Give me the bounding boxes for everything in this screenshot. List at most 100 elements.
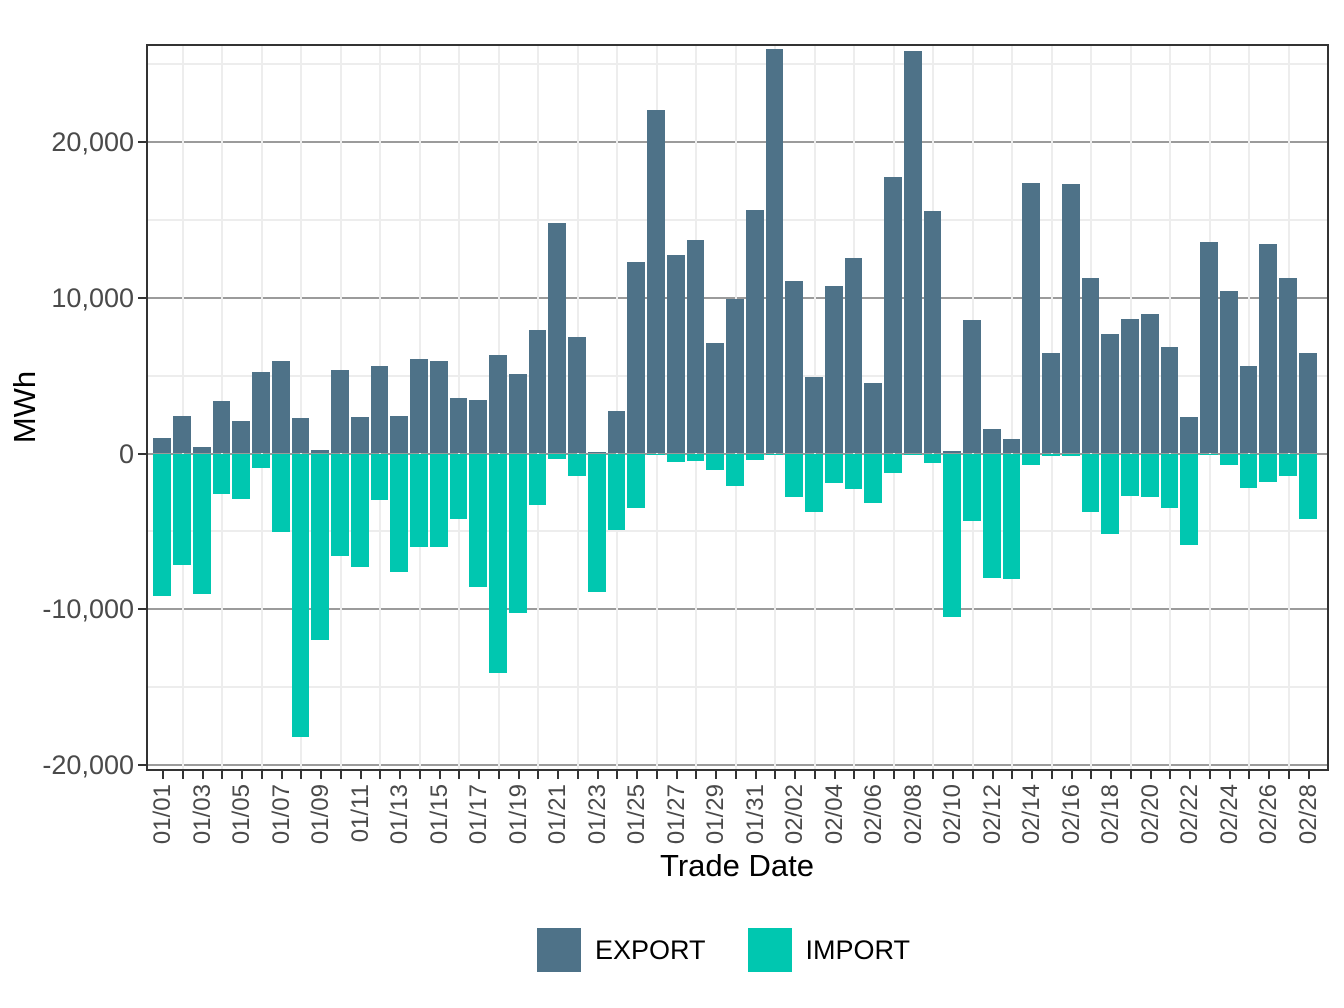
export-bar: [192, 447, 211, 454]
import-bar: [469, 453, 488, 588]
x-tick-label: 01/27: [662, 784, 690, 845]
export-bar: [1279, 278, 1297, 454]
import-bar: [1002, 453, 1021, 580]
export-bar: [785, 280, 804, 454]
gridline-major: [146, 141, 1329, 144]
x-tick-mark: [1129, 771, 1132, 779]
export-bar: [390, 415, 409, 454]
export-bar: [212, 400, 231, 454]
y-tick-mark: [138, 763, 146, 766]
export-bar: [1140, 314, 1159, 454]
x-tick-mark: [596, 771, 599, 779]
import-bar: [410, 453, 428, 547]
import-bar: [805, 453, 823, 512]
import-bar: [370, 453, 389, 501]
import-bar: [884, 453, 902, 473]
x-tick-label: 02/18: [1097, 784, 1125, 845]
x-tick-mark: [1248, 771, 1251, 779]
import-bar: [1239, 453, 1258, 489]
gridline-major: [146, 296, 1329, 299]
export-bar: [1298, 352, 1317, 454]
gridline-major: [146, 763, 1329, 766]
x-tick-mark: [438, 771, 441, 779]
import-bar: [1298, 453, 1317, 520]
export-bar: [726, 298, 744, 454]
export-bar: [271, 360, 290, 454]
import-bar: [963, 453, 981, 521]
import-bar: [1279, 453, 1297, 476]
y-tick-mark: [138, 452, 146, 455]
x-tick-mark: [320, 771, 323, 779]
import-bar: [528, 453, 547, 506]
export-bar: [548, 222, 567, 454]
x-tick-mark: [1070, 771, 1073, 779]
gridline-vertical: [181, 44, 184, 771]
x-tick-mark: [162, 771, 165, 779]
x-tick-mark: [458, 771, 461, 779]
import-bar: [1042, 453, 1060, 457]
export-bar: [410, 358, 428, 454]
import-bar: [647, 453, 665, 455]
x-tick-label: 01/15: [425, 784, 453, 845]
export-bar: [1022, 182, 1041, 454]
x-tick-label: 02/14: [1018, 784, 1046, 845]
export-bar: [686, 239, 705, 454]
import-bar: [173, 453, 191, 565]
export-bar: [508, 373, 527, 454]
import-bar: [390, 453, 409, 572]
x-tick-mark: [655, 771, 658, 779]
import-bar: [568, 453, 586, 477]
export-bar: [1160, 347, 1179, 454]
export-bar: [331, 369, 349, 454]
export-bar: [489, 354, 507, 454]
x-tick-mark: [379, 771, 382, 779]
x-tick-label: 01/29: [702, 784, 730, 845]
x-tick-mark: [260, 771, 263, 779]
export-bar: [449, 397, 468, 454]
import-bar: [1121, 453, 1139, 497]
export-bar: [805, 376, 823, 454]
x-axis-title: Trade Date: [660, 848, 814, 883]
export-bar: [568, 336, 586, 454]
x-tick-mark: [399, 771, 402, 779]
export-bar: [1200, 242, 1218, 454]
x-tick-mark: [201, 771, 204, 779]
export-bar: [963, 319, 981, 454]
x-tick-mark: [1268, 771, 1271, 779]
export-bar: [1239, 365, 1258, 454]
export-bar: [607, 411, 626, 454]
import-bar: [508, 453, 527, 613]
import-bar: [1140, 453, 1159, 498]
x-tick-mark: [675, 771, 678, 779]
export-bar: [1101, 334, 1120, 454]
x-tick-label: 02/08: [899, 784, 927, 845]
x-tick-mark: [576, 771, 579, 779]
gridline-major: [146, 608, 1329, 611]
x-tick-mark: [1090, 771, 1093, 779]
export-bar: [647, 109, 665, 454]
x-tick-label: 01/11: [346, 784, 374, 843]
import-bar: [1022, 453, 1041, 466]
x-tick-label: 02/22: [1176, 784, 1204, 845]
x-tick-mark: [1050, 771, 1053, 779]
x-tick-mark: [853, 771, 856, 779]
x-tick-mark: [971, 771, 974, 779]
import-bar: [271, 453, 290, 533]
export-legend-label: EXPORT: [594, 934, 706, 965]
export-bar: [1259, 243, 1278, 454]
y-tick-mark: [138, 608, 146, 611]
export-bar: [291, 418, 310, 454]
x-tick-mark: [991, 771, 994, 779]
x-tick-mark: [241, 771, 244, 779]
x-tick-label: 02/02: [781, 784, 809, 845]
x-tick-mark: [813, 771, 816, 779]
import-bar: [1160, 453, 1179, 509]
gridline-minor: [146, 219, 1329, 222]
x-tick-mark: [754, 771, 757, 779]
export-bar: [1121, 318, 1139, 454]
x-tick-mark: [873, 771, 876, 779]
import-bar: [350, 453, 369, 568]
import-bar: [1219, 453, 1238, 466]
import-bar: [1081, 453, 1100, 512]
